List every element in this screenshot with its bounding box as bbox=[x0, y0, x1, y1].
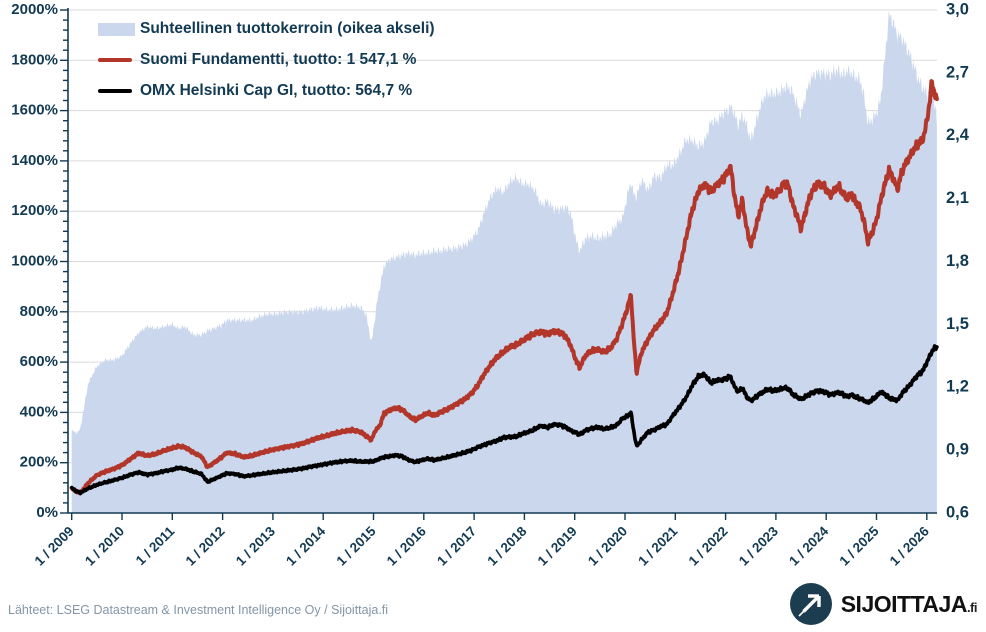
black-line-swatch-icon bbox=[98, 89, 138, 93]
chart-legend: Suhteellinen tuottokerroin (oikea akseli… bbox=[98, 18, 435, 102]
x-axis-tick-label: 1 / 2020 bbox=[585, 524, 630, 569]
omx-line-series bbox=[69, 344, 939, 496]
y-axis-right-tick-label: 2,1 bbox=[946, 189, 969, 207]
y-axis-left-tick-label: 400% bbox=[20, 403, 58, 420]
x-axis-tick-label: 1 / 2021 bbox=[635, 523, 680, 568]
logo-text: SIJOITTAJA.fi bbox=[840, 590, 978, 617]
y-axis-left-tick-label: 0% bbox=[36, 504, 58, 521]
legend-item-fundamentti: Suomi Fundamentti, tuotto: 1 547,1 % bbox=[98, 49, 435, 71]
x-axis-tick-label: 1 / 2024 bbox=[786, 523, 831, 568]
y-axis-right-tick-label: 1,2 bbox=[946, 378, 969, 396]
arrow-up-right-icon bbox=[789, 583, 832, 625]
y-axis-left-tick-label: 1400% bbox=[11, 152, 58, 169]
red-line-swatch-icon bbox=[98, 58, 138, 62]
legend-item-relative-factor: Suhteellinen tuottokerroin (oikea akseli… bbox=[98, 18, 435, 40]
y-axis-left-tick-label: 2000% bbox=[11, 1, 58, 18]
y-axis-left-tick-label: 1000% bbox=[11, 252, 58, 269]
x-axis-tick-label: 1 / 2011 bbox=[133, 523, 178, 568]
logo-suffix: .fi bbox=[966, 599, 978, 615]
y-axis-left-tick-label: 1200% bbox=[11, 202, 58, 219]
x-axis-tick-label: 1 / 2010 bbox=[82, 524, 127, 569]
x-axis-tick-label: 1 / 2016 bbox=[384, 523, 429, 568]
y-axis-right-tick-label: 2,7 bbox=[946, 63, 969, 81]
legend-label: Suomi Fundamentti, tuotto: 1 547,1 % bbox=[140, 51, 417, 68]
y-axis-left-tick-label: 200% bbox=[20, 454, 58, 471]
sijoittaja-logo: SIJOITTAJA.fi bbox=[789, 583, 978, 625]
x-axis-tick-label: 1 / 2015 bbox=[334, 523, 379, 568]
x-axis-tick-label: 1 / 2013 bbox=[233, 523, 278, 568]
y-axis-right-tick-label: 0,6 bbox=[946, 503, 969, 521]
y-axis-right-tick-label: 1,8 bbox=[946, 252, 969, 270]
legend-label: OMX Helsinki Cap GI, tuotto: 564,7 % bbox=[140, 82, 413, 99]
x-axis-tick-label: 1 / 2017 bbox=[434, 524, 479, 569]
x-axis-tick-label: 1 / 2022 bbox=[686, 524, 731, 569]
x-axis-tick-label: 1 / 2025 bbox=[837, 523, 882, 568]
y-axis-right-tick-label: 2,4 bbox=[946, 126, 970, 144]
legend-item-omx: OMX Helsinki Cap GI, tuotto: 564,7 % bbox=[98, 80, 435, 102]
legend-label: Suhteellinen tuottokerroin (oikea akseli… bbox=[140, 20, 435, 37]
x-axis-tick-label: 1 / 2023 bbox=[736, 523, 781, 568]
relative-return-area-series bbox=[71, 11, 937, 514]
y-axis-right-tick-label: 1,5 bbox=[946, 315, 969, 333]
y-axis-right-tick-label: 3,0 bbox=[946, 0, 969, 18]
source-note: Lähteet: LSEG Datastream & Investment In… bbox=[8, 603, 389, 617]
y-axis-left-tick-label: 1600% bbox=[11, 102, 58, 119]
y-axis-left-tick-label: 800% bbox=[20, 303, 58, 320]
x-axis-tick-label: 1 / 2014 bbox=[283, 523, 328, 568]
x-axis-tick-label: 1 / 2009 bbox=[32, 524, 77, 569]
y-axis-right-tick-label: 0,9 bbox=[946, 440, 969, 458]
fundamentti-line-series bbox=[69, 79, 939, 496]
y-axis-left-tick-label: 600% bbox=[20, 353, 58, 370]
x-axis-tick-label: 1 / 2018 bbox=[484, 523, 529, 568]
x-axis-tick-label: 1 / 2012 bbox=[183, 524, 228, 569]
area-swatch-icon bbox=[98, 22, 138, 36]
x-axis-tick-label: 1 / 2019 bbox=[535, 524, 580, 569]
y-axis-left-tick-label: 1800% bbox=[11, 51, 58, 68]
x-axis-tick-label: 1 / 2026 bbox=[887, 523, 932, 568]
